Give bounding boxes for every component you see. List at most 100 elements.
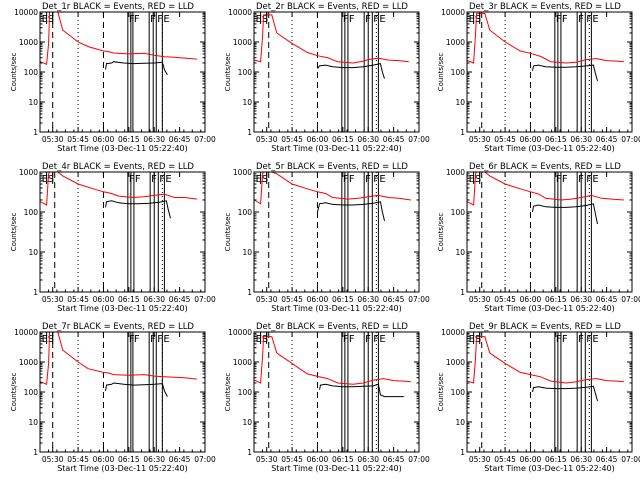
chart-panel: Det_8r BLACK = Events, RED = LLDESFFFFE1… — [224, 322, 430, 473]
x-tick-label: 05:45 — [494, 135, 516, 144]
x-tick-label: 06:00 — [307, 135, 329, 144]
flag-label: F — [343, 174, 349, 185]
y-tick-label: 1000 — [446, 38, 465, 47]
flag-label: E — [379, 14, 385, 25]
x-tick-label: 05:30 — [469, 455, 491, 464]
lld-series-line — [467, 12, 624, 64]
y-tick-label: 10 — [455, 418, 465, 427]
plot-frame — [39, 331, 206, 453]
events-series-line — [317, 201, 385, 222]
lld-series-line — [254, 336, 411, 385]
x-axis-label: Start Time (03-Dec-11 05:22:40) — [484, 464, 615, 473]
x-tick-label: 06:15 — [332, 135, 354, 144]
chart-title: Det_6r BLACK = Events, RED = LLD — [469, 162, 621, 172]
x-tick-label: 06:45 — [169, 455, 191, 464]
flag-label: F — [129, 14, 135, 25]
y-tick-label: 100 — [24, 388, 39, 397]
x-tick-label: 07:00 — [408, 455, 430, 464]
chart-title: Det_2r BLACK = Events, RED = LLD — [256, 2, 408, 12]
flag-label: E — [592, 14, 598, 25]
x-tick-label: 07:00 — [621, 295, 640, 304]
flag-label: F — [135, 174, 141, 185]
x-tick-label: 06:30 — [143, 455, 165, 464]
x-tick-label: 07:00 — [408, 135, 430, 144]
x-tick-label: 06:15 — [545, 135, 567, 144]
x-axis-label: Start Time (03-Dec-11 05:22:40) — [484, 304, 615, 313]
lld-series-line — [467, 336, 624, 384]
y-tick-label: 10 — [455, 98, 465, 107]
x-tick-label: 06:45 — [169, 295, 191, 304]
x-axis-label: Start Time (03-Dec-11 05:22:40) — [271, 304, 402, 313]
y-tick-label: 10000 — [441, 328, 465, 337]
y-tick-label: 1 — [247, 128, 252, 137]
events-series-line — [532, 385, 598, 402]
x-tick-label: 06:00 — [307, 295, 329, 304]
x-tick-label: 06:00 — [93, 135, 115, 144]
flag-label: F — [129, 174, 135, 185]
marker-label: S — [475, 174, 481, 185]
flag-label: F — [349, 14, 355, 25]
marker-label: S — [475, 14, 481, 25]
x-tick-label: 06:00 — [93, 455, 115, 464]
marker-label: E — [469, 334, 475, 345]
flag-label: F — [349, 334, 355, 345]
y-tick-label: 100 — [238, 68, 253, 77]
y-tick-label: 10 — [242, 98, 252, 107]
events-series-line — [105, 200, 171, 219]
x-tick-label: 06:00 — [520, 455, 542, 464]
x-tick-label: 06:15 — [545, 455, 567, 464]
flag-label: F — [586, 14, 592, 25]
events-series-line — [105, 382, 168, 397]
x-tick-label: 07:00 — [621, 135, 640, 144]
flag-label: F — [556, 334, 562, 345]
marker-label: E — [256, 14, 262, 25]
y-tick-label: 100 — [451, 208, 466, 217]
x-tick-label: 06:45 — [596, 455, 618, 464]
x-tick-label: 06:00 — [307, 455, 329, 464]
y-axis-label: Counts/sec — [10, 53, 18, 92]
x-axis-label: Start Time (03-Dec-11 05:22:40) — [57, 464, 188, 473]
plot-frame — [253, 331, 420, 453]
x-axis-label: Start Time (03-Dec-11 05:22:40) — [484, 144, 615, 153]
plot-frame — [466, 171, 633, 293]
chart-title: Det_9r BLACK = Events, RED = LLD — [469, 322, 621, 332]
y-tick-label: 1 — [33, 128, 38, 137]
flag-label: F — [157, 14, 163, 25]
plot-frame — [39, 171, 206, 293]
marker-label: S — [262, 334, 268, 345]
x-tick-label: 06:30 — [570, 455, 592, 464]
chart-title: Det_7r BLACK = Events, RED = LLD — [42, 322, 194, 332]
y-tick-label: 1 — [33, 288, 38, 297]
flag-label: F — [586, 174, 592, 185]
x-tick-label: 05:45 — [67, 135, 89, 144]
marker-label: E — [42, 174, 48, 185]
x-tick-label: 05:30 — [42, 135, 64, 144]
y-axis-label: Counts/sec — [437, 213, 445, 252]
x-tick-label: 06:45 — [596, 135, 618, 144]
chart-panel: Det_7r BLACK = Events, RED = LLDESFFFFE1… — [10, 322, 216, 473]
lld-series-line — [254, 171, 411, 205]
events-series-line — [532, 64, 598, 82]
chart-panel: Det_2r BLACK = Events, RED = LLDESFFFFE1… — [224, 2, 430, 153]
events-series-line — [532, 203, 598, 225]
x-tick-label: 05:30 — [469, 295, 491, 304]
y-tick-label: 1 — [460, 288, 465, 297]
y-tick-label: 10000 — [228, 328, 252, 337]
events-series-line — [317, 63, 385, 79]
flag-label: F — [373, 174, 379, 185]
y-tick-label: 100 — [24, 68, 39, 77]
events-series-line — [105, 61, 168, 76]
x-tick-label: 06:45 — [383, 135, 405, 144]
chart-title: Det_8r BLACK = Events, RED = LLD — [256, 322, 408, 332]
y-tick-label: 10000 — [14, 328, 38, 337]
x-tick-label: 06:15 — [332, 295, 354, 304]
x-tick-label: 06:30 — [357, 455, 379, 464]
x-tick-label: 05:30 — [42, 455, 64, 464]
plot-frame — [253, 171, 420, 293]
flag-label: F — [562, 14, 568, 25]
flag-label: E — [163, 334, 169, 345]
x-tick-label: 06:00 — [520, 135, 542, 144]
y-tick-label: 10 — [28, 248, 38, 257]
plot-frame — [39, 11, 206, 133]
marker-label: S — [262, 174, 268, 185]
